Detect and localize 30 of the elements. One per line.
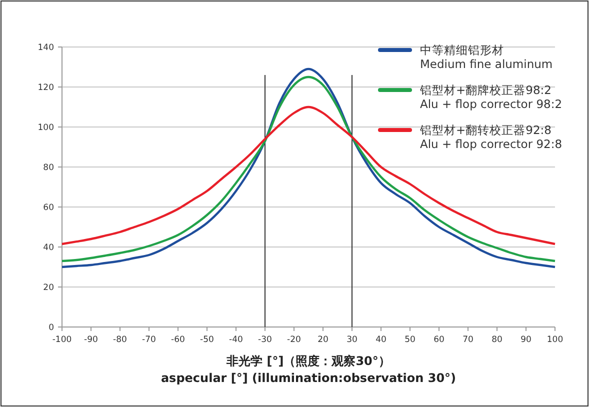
x-tick-label: -100 [52, 335, 72, 345]
y-tick-label: 80 [43, 162, 54, 173]
x-tick-label: -50 [200, 335, 214, 345]
y-tick-label: 60 [43, 202, 54, 213]
x-tick-label: 60 [434, 335, 444, 345]
x-tick-label: -80 [113, 335, 127, 345]
x-tick-label: 70 [462, 335, 474, 345]
x-tick-label: 20 [318, 335, 328, 345]
x-tick-label: 40 [376, 335, 386, 345]
legend-label: 铝型材+翻牌校正器98:2 Alu + flop corrector 98:2 [419, 83, 562, 111]
y-tick-label: 40 [43, 242, 54, 253]
x-tick-label: -40 [229, 335, 243, 345]
y-tick-label: 20 [43, 282, 54, 293]
y-tick-label: 120 [38, 82, 54, 93]
x-tick-label: 30 [346, 335, 358, 345]
x-tick-label: -70 [142, 335, 156, 345]
x-tick-label: -60 [171, 335, 185, 345]
x-tick-label: -20 [287, 335, 301, 345]
y-tick-label: 100 [38, 122, 54, 133]
x-tick-label: 100 [546, 335, 564, 345]
x-tick-label: 90 [520, 335, 532, 345]
y-tick-label: 0 [48, 322, 54, 333]
x-tick-label: 50 [404, 335, 416, 345]
y-tick-label: 140 [38, 42, 54, 53]
x-axis-title: 非光学 [°]（照度：观察30°） aspecular [°] (illumination:observation 30°) [160, 354, 456, 385]
legend-label: 铝型材+翻转校正器92:8 Alu + flop corrector 92:8 [419, 123, 562, 151]
legend-label: 中等精细铝形材 Medium fine aluminum [420, 43, 553, 71]
x-tick-label: -30 [258, 335, 272, 345]
x-tick-label: -90 [84, 335, 98, 345]
x-tick-label: 80 [492, 335, 502, 345]
